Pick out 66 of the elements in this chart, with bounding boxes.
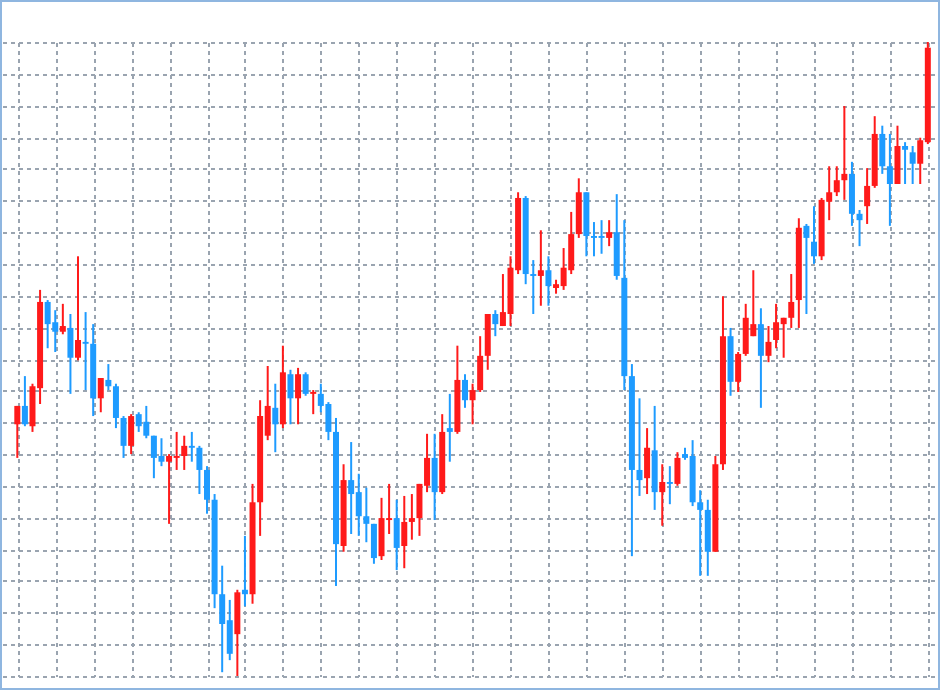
candlestick bbox=[651, 404, 658, 511]
candlestick bbox=[44, 299, 51, 350]
candlestick bbox=[67, 312, 74, 395]
candlestick bbox=[302, 371, 309, 397]
candlestick bbox=[575, 177, 582, 239]
candlestick bbox=[355, 472, 362, 537]
candlestick bbox=[811, 205, 818, 265]
candlestick bbox=[545, 255, 552, 307]
candlestick bbox=[173, 430, 180, 471]
candlestick bbox=[659, 463, 666, 527]
candlestick bbox=[590, 221, 597, 258]
candlestick bbox=[393, 498, 400, 572]
candlestick bbox=[704, 498, 711, 577]
candlestick bbox=[864, 167, 871, 225]
candlestick bbox=[894, 124, 901, 186]
candlestick bbox=[902, 141, 909, 186]
candlestick bbox=[788, 273, 795, 329]
candlestick bbox=[181, 434, 188, 471]
candlestick bbox=[128, 413, 135, 456]
candlestick bbox=[803, 222, 810, 315]
candlestick bbox=[143, 404, 150, 440]
candlestick bbox=[370, 522, 377, 565]
candlestick bbox=[773, 302, 780, 350]
candlestick bbox=[461, 373, 468, 409]
candlestick bbox=[765, 325, 772, 364]
candlestick bbox=[401, 494, 408, 570]
candlestick bbox=[598, 219, 605, 255]
candlestick bbox=[112, 382, 119, 430]
candlestick bbox=[295, 366, 302, 426]
candlestick bbox=[97, 377, 104, 414]
candlestick bbox=[583, 191, 590, 258]
candlestick bbox=[431, 432, 438, 522]
candlestick bbox=[75, 255, 82, 362]
candlestick bbox=[150, 434, 157, 480]
candlestick bbox=[856, 209, 863, 248]
candlestick bbox=[757, 307, 764, 409]
candlestick bbox=[310, 389, 317, 416]
candlestick bbox=[886, 132, 893, 227]
candlestick bbox=[492, 309, 499, 338]
candlestick bbox=[674, 451, 681, 487]
candlestick bbox=[348, 441, 355, 535]
candlestick bbox=[727, 326, 734, 397]
candlestick bbox=[848, 160, 855, 227]
candlestick bbox=[21, 375, 28, 428]
candlestick bbox=[735, 351, 742, 393]
candlestick bbox=[135, 411, 142, 433]
candlestick bbox=[644, 427, 651, 496]
candlestick bbox=[234, 588, 241, 677]
candlestick bbox=[166, 453, 173, 525]
candlestick bbox=[59, 302, 66, 336]
candlestick bbox=[287, 368, 294, 426]
candlestick bbox=[105, 363, 112, 392]
candlestick bbox=[446, 392, 453, 463]
candlestick bbox=[841, 105, 848, 201]
candlestick bbox=[204, 465, 210, 515]
candlestick bbox=[909, 144, 916, 186]
candlestick bbox=[272, 382, 279, 454]
candlestick bbox=[226, 598, 233, 662]
candlestick bbox=[14, 404, 21, 459]
candlestick bbox=[120, 415, 127, 459]
candlestick bbox=[484, 312, 491, 371]
candlestick bbox=[606, 219, 613, 248]
candlestick bbox=[666, 465, 673, 506]
candlestick bbox=[499, 273, 506, 328]
candlestick bbox=[537, 229, 544, 307]
candlestick bbox=[879, 124, 886, 175]
